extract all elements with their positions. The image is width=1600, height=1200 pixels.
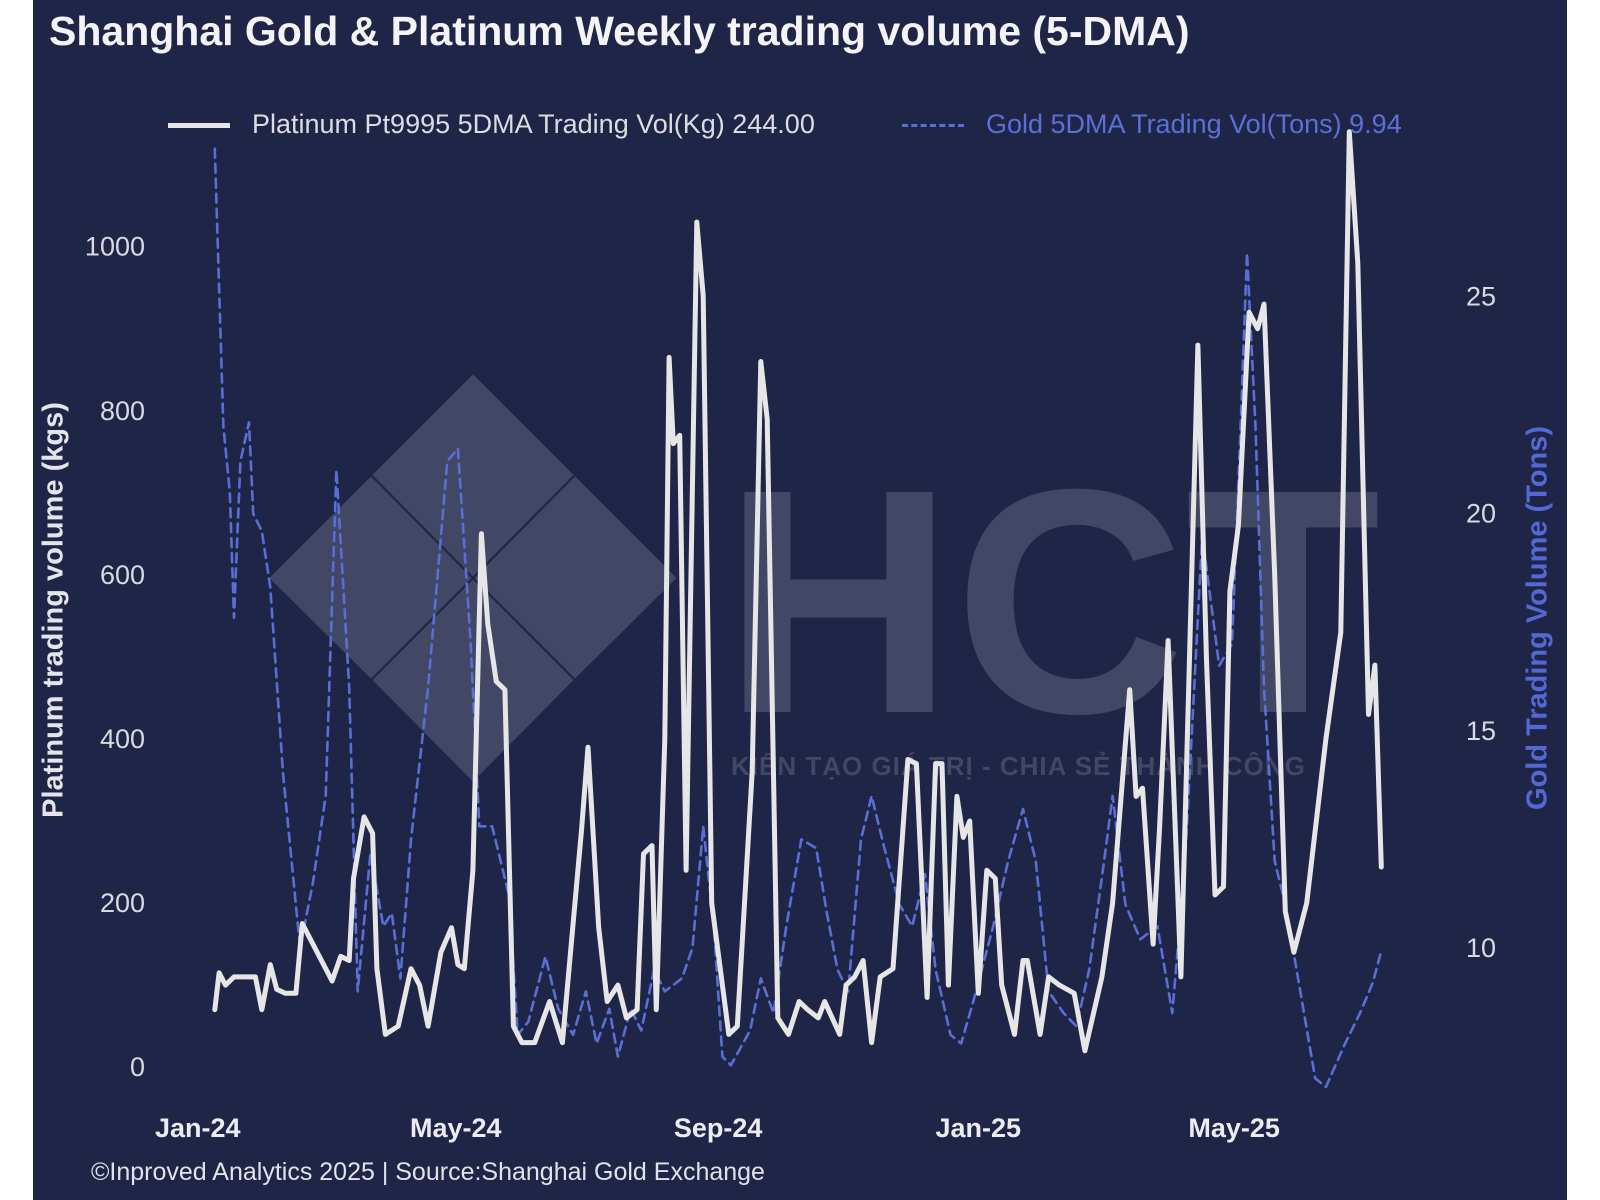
x-axis-ticks: Jan-24 May-24 Sep-24 Jan-25 May-25 [155, 1113, 1280, 1143]
watermark-tagline: KIẾN TẠO GIÁ TRỊ - CHIA SẺ THÀNH CÔNG [731, 751, 1306, 781]
y-axis-left-ticks: 0 200 400 600 800 1000 [85, 232, 145, 1083]
x-tick-label: Sep-24 [674, 1113, 763, 1143]
y-left-tick-label: 200 [100, 888, 145, 918]
legend-swatch-gold [902, 124, 964, 128]
y-axis-right-label: Gold Trading Volume (Tons) [1521, 426, 1554, 810]
source-note: ©Inproved Analytics 2025 | Source:Shangh… [91, 1158, 765, 1186]
legend-swatch-platinum [168, 123, 230, 129]
y-left-tick-label: 600 [100, 560, 145, 590]
chart-panel: HCT KIẾN TẠO GIÁ TRỊ - CHIA SẺ THÀNH CÔN… [33, 0, 1567, 1200]
x-tick-label: May-24 [410, 1113, 502, 1143]
hct-diamond-logo [266, 371, 680, 785]
legend-label-gold: Gold 5DMA Trading Vol(Tons) 9.94 [986, 109, 1402, 139]
watermark-letters: HCT [723, 422, 1381, 780]
chart-plot: HCT KIẾN TẠO GIÁ TRỊ - CHIA SẺ THÀNH CÔN… [85, 129, 1496, 1143]
hct-watermark: HCT KIẾN TẠO GIÁ TRỊ - CHIA SẺ THÀNH CÔN… [266, 371, 1381, 785]
chart-title: Shanghai Gold & Platinum Weekly trading … [49, 8, 1190, 54]
x-tick-label: Jan-24 [155, 1113, 241, 1143]
y-left-tick-label: 0 [130, 1052, 145, 1082]
y-right-tick-label: 20 [1466, 499, 1496, 529]
y-left-tick-label: 800 [100, 396, 145, 426]
y-left-tick-label: 400 [100, 724, 145, 754]
x-tick-label: Jan-25 [935, 1113, 1021, 1143]
series-layer [212, 129, 1384, 1089]
y-right-tick-label: 25 [1466, 281, 1496, 311]
y-axis-left-label: Platinum trading volume (kgs) [37, 402, 70, 818]
legend-item-gold: Gold 5DMA Trading Vol(Tons) 9.94 [902, 104, 1402, 144]
legend-item-platinum: Platinum Pt9995 5DMA Trading Vol(Kg) 244… [168, 104, 815, 144]
y-left-tick-label: 1000 [85, 232, 145, 262]
legend-label-platinum: Platinum Pt9995 5DMA Trading Vol(Kg) 244… [252, 109, 815, 139]
platinum-series-line [212, 129, 1384, 1054]
y-axis-right-ticks: 10 15 20 25 [1466, 281, 1496, 963]
x-tick-label: May-25 [1188, 1113, 1280, 1143]
y-right-tick-label: 15 [1466, 716, 1496, 746]
y-right-tick-label: 10 [1466, 933, 1496, 963]
